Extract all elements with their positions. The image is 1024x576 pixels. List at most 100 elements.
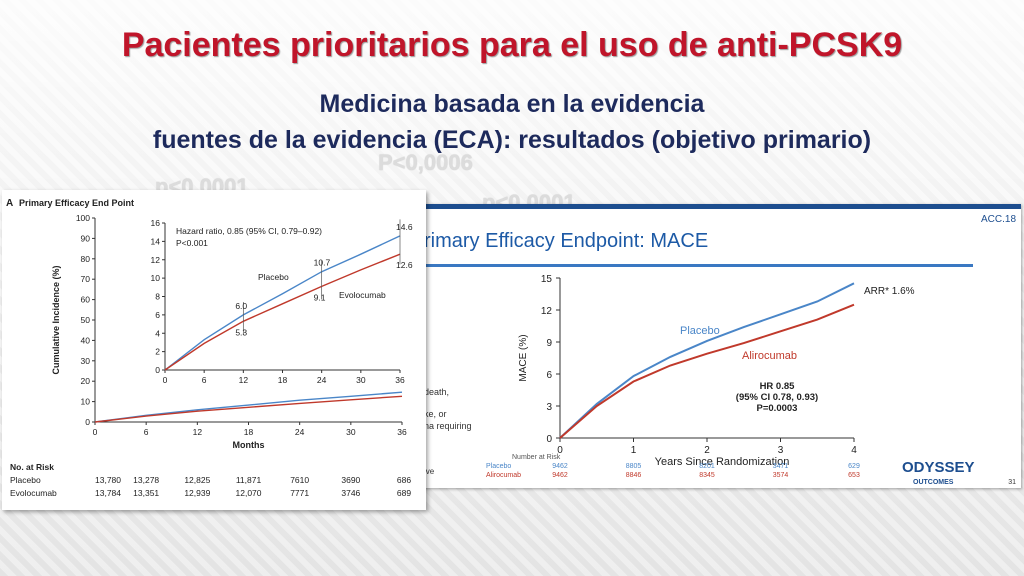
inset-y-tick-label: 8: [155, 292, 160, 302]
risk-table-cell: 9462: [552, 463, 568, 470]
page-number: 31: [1008, 479, 1016, 486]
series-line-placebo: [559, 282, 855, 439]
slide-title: Pacientes prioritarios para el uso de an…: [121, 26, 903, 64]
inset-x-tick-label: 0: [163, 375, 168, 385]
inset-y-tick-label: 12: [151, 255, 161, 265]
y-tick-label: 0: [546, 434, 552, 445]
odyssey-logo: ODYSSEY: [902, 459, 975, 476]
x-tick-label: 6: [144, 427, 149, 437]
risk-table-cell: 9462: [552, 472, 568, 479]
inset-y-tick-label: 4: [155, 328, 160, 338]
y-tick-label: 15: [541, 274, 553, 285]
ghost-label: P<0,0006: [378, 150, 473, 175]
y-tick-label: 60: [81, 295, 91, 305]
series-line-evolocumab: [94, 395, 403, 423]
risk-header: Number at Risk: [512, 454, 561, 461]
inset-x-tick-label: 24: [317, 375, 327, 385]
inset-annotation: 10.7: [314, 258, 331, 268]
top-rule: [372, 204, 1021, 209]
risk-row-label: Placebo: [10, 475, 41, 485]
risk-table-cell: 12,070: [236, 488, 262, 498]
risk-row-label: Evolocumab: [10, 488, 57, 498]
x-axis-label: Years Since Randomization: [655, 456, 790, 468]
series-label-alirocumab: Alirocumab: [742, 350, 797, 362]
series-line-alirocumab: [559, 303, 855, 439]
risk-table-cell: 8345: [699, 472, 715, 479]
risk-table-cell: 3690: [341, 475, 360, 485]
y-tick-label: 20: [81, 376, 91, 386]
series-line-placebo: [94, 391, 403, 423]
chart-title: rimary Efficacy Endpoint: MACE: [424, 230, 708, 252]
risk-table-cell: 629: [848, 463, 860, 470]
inset-annotation: 6.0: [235, 301, 247, 311]
risk-table-cell: 686: [397, 475, 411, 485]
p-value-text: P<0.001: [176, 238, 208, 248]
inset-y-tick-label: 10: [151, 273, 161, 283]
risk-table-cell: 8201: [699, 463, 715, 470]
inset-x-tick-label: 18: [278, 375, 288, 385]
y-axis-label: MACE (%): [518, 334, 529, 381]
risk-table-cell: 13,780: [95, 475, 121, 485]
x-tick-label: 0: [93, 427, 98, 437]
slide-subtitle: Medicina basada en la evidencia: [319, 90, 705, 118]
y-tick-label: 100: [76, 213, 90, 223]
inset-annotation: 9.1: [314, 292, 326, 302]
fourier-chart: A Primary Efficacy End Point 01020304050…: [6, 198, 413, 498]
x-tick-label: 1: [631, 445, 637, 456]
corner-label: ACC.18: [981, 214, 1016, 225]
risk-table-cell: 653: [848, 472, 860, 479]
risk-table-cell: 3574: [773, 472, 789, 479]
slide-subtitle: fuentes de la evidencia (ECA): resultado…: [152, 126, 872, 154]
side-fragment: na requiring: [424, 421, 472, 431]
inset-label-drug: Evolocumab: [339, 290, 386, 300]
hr-text: (95% CI 0.78, 0.93): [736, 392, 818, 403]
risk-table-cell: 13,351: [133, 488, 159, 498]
hazard-ratio-text: Hazard ratio, 0.85 (95% CI, 0.79–0.92): [176, 226, 322, 236]
y-tick-label: 80: [81, 254, 91, 264]
fourier-chart-panel: A Primary Efficacy End Point 0 10 20 30 40 50…: [2, 190, 426, 510]
x-tick-label: 4: [851, 445, 857, 456]
side-fragment: death,: [424, 387, 449, 397]
side-fragments: death, ke, or na requiring ive: [424, 387, 472, 476]
risk-table-values: 13,780 13,278 12,825 11,871 7610 3690 686 13,78…: [95, 475, 411, 498]
risk-table-cell: 11,871: [236, 475, 262, 485]
inset-label-placebo: Placebo: [258, 272, 289, 282]
y-tick-label: 40: [81, 335, 91, 345]
hr-text: HR 0.85: [760, 381, 796, 392]
y-tick-label: 70: [81, 274, 91, 284]
risk-row-label: Placebo: [486, 463, 511, 470]
x-tick-label: 0: [557, 445, 563, 456]
inset-y-tick-label: 14: [151, 236, 161, 246]
risk-row-label: Alirocumab: [486, 472, 521, 479]
risk-table-cell: 13,278: [133, 475, 159, 485]
x-tick-label: 18: [244, 427, 254, 437]
risk-table-cell: 3471: [773, 463, 789, 470]
inset-y-tick-label: 2: [155, 347, 160, 357]
hr-text: P=0.0003: [757, 403, 798, 414]
y-tick-label: 6: [546, 370, 552, 381]
y-tick-label: 3: [546, 402, 552, 413]
risk-table-cell: 7610: [290, 475, 309, 485]
inset-x-tick-label: 6: [202, 375, 207, 385]
series-label-placebo: Placebo: [680, 325, 720, 337]
risk-table-cell: 12,825: [184, 475, 210, 485]
chart-title: Primary Efficacy End Point: [19, 198, 134, 208]
panel-letter: A: [6, 198, 13, 209]
y-tick-label: 12: [541, 306, 553, 317]
inset-x-tick-label: 36: [395, 375, 405, 385]
x-tick-label: 12: [193, 427, 203, 437]
y-tick-label: 10: [81, 397, 91, 407]
arr-text: ARR* 1.6%: [864, 286, 915, 297]
x-tick-label: 36: [397, 427, 407, 437]
risk-table-cell: 689: [397, 488, 411, 498]
inset-annotation: 12.6: [396, 260, 413, 270]
inset-annotation: 14.6: [396, 222, 413, 232]
odyssey-logo-sub: OUTCOMES: [913, 479, 954, 486]
risk-table-cell: 3746: [341, 488, 360, 498]
odyssey-chart-panel: ACC.18 rimary Efficacy Endpoint: MACE 0 3…: [372, 204, 1021, 488]
x-tick-label: 30: [346, 427, 356, 437]
inset-y-tick-label: 0: [155, 365, 160, 375]
risk-table-cell: 8846: [626, 472, 642, 479]
